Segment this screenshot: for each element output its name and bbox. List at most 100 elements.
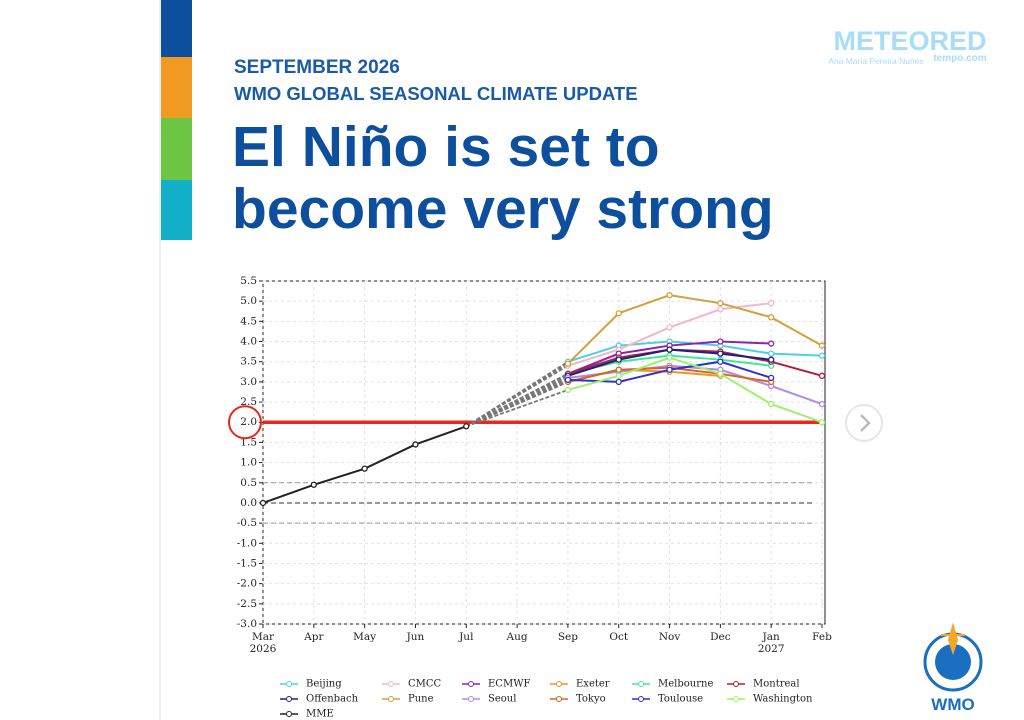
legend-label: Pune — [408, 694, 434, 705]
subtitle: WMO GLOBAL SEASONAL CLIMATE UPDATE — [234, 83, 638, 104]
y-tick-label: 3.5 — [240, 356, 257, 368]
legend-swatch — [733, 681, 739, 687]
x-tick-label: Oct — [609, 631, 628, 643]
point — [768, 400, 775, 408]
legend-label: Exeter — [576, 679, 610, 690]
x-tick-label: Jun — [406, 631, 425, 643]
point — [564, 360, 572, 367]
y-tick-label: 5.0 — [240, 295, 257, 307]
x-tick-label: Jul — [458, 631, 474, 643]
series-line — [567, 294, 823, 365]
point — [615, 356, 622, 363]
x-tick-label: Apr — [303, 631, 324, 643]
legend-label: Melbourne — [658, 679, 713, 690]
point — [412, 441, 419, 448]
legend-label: Seoul — [488, 694, 516, 705]
wmo-emblem — [923, 622, 983, 692]
point — [615, 378, 622, 386]
legend-label: Washington — [753, 694, 813, 705]
x-tick-label: Dec — [710, 631, 731, 643]
point — [717, 300, 724, 307]
x-tick-label: Feb — [812, 631, 832, 643]
point — [259, 499, 267, 507]
point — [717, 358, 724, 365]
y-tick-label: -1.0 — [237, 537, 257, 549]
legend-label: Toulouse — [658, 694, 703, 705]
title: become very strong — [232, 177, 774, 241]
y-tick-label: -3.0 — [237, 618, 257, 630]
legend-swatch — [733, 696, 739, 702]
kicker: SEPTEMBER 2026 — [234, 57, 400, 78]
title: El Niño is set to — [232, 115, 660, 179]
legend-label: Beijing — [306, 679, 342, 690]
color-bar — [161, 0, 192, 57]
org: WMO — [931, 695, 974, 714]
series-line — [567, 348, 823, 377]
legend-swatch — [388, 696, 394, 702]
point — [666, 366, 673, 373]
y-tick-label: 5.5 — [240, 275, 257, 287]
point — [768, 340, 775, 347]
y-tick-label: 0.0 — [240, 497, 257, 509]
legend-label: Offenbach — [306, 694, 359, 705]
connector — [465, 362, 569, 428]
y-tick-label: 1.5 — [240, 436, 257, 448]
y-tick-label: -0.5 — [237, 517, 257, 529]
point — [615, 366, 622, 373]
color-bar — [161, 57, 192, 118]
point — [768, 374, 775, 381]
point — [717, 338, 724, 345]
site: tempo.com — [933, 53, 986, 64]
point — [615, 310, 622, 317]
legend-label: MME — [306, 709, 334, 720]
point — [818, 400, 826, 408]
point — [361, 465, 368, 472]
legend-label: Montreal — [753, 679, 800, 690]
y-tick-label: -2.0 — [237, 578, 257, 590]
point — [768, 300, 775, 307]
y-tick-label: 2.5 — [240, 396, 257, 408]
legend-swatch — [286, 681, 292, 687]
legend-swatch — [638, 696, 644, 702]
plot-frame — [262, 280, 826, 625]
legend-label: CMCC — [408, 679, 442, 690]
y-tick-label: 3.0 — [240, 376, 257, 388]
legend-swatch — [286, 711, 292, 717]
logo: METEORED — [833, 26, 986, 56]
point — [666, 324, 673, 331]
y-tick-label: -2.5 — [237, 598, 257, 610]
legend-swatch — [556, 681, 562, 687]
y-tick-label: 1.0 — [240, 457, 257, 469]
color-bar — [161, 118, 192, 180]
author: Ana Maria Pereira Nunes — [828, 56, 923, 66]
point — [768, 314, 775, 321]
point — [818, 342, 826, 349]
point — [463, 423, 470, 430]
legend-swatch — [388, 681, 394, 687]
color-bar — [161, 180, 192, 240]
legend-swatch — [468, 696, 474, 702]
point — [717, 370, 724, 377]
x-tick-label: Mar 2026 — [250, 631, 277, 655]
y-tick-label: 2.0 — [240, 416, 257, 428]
point — [818, 419, 826, 426]
next-button[interactable] — [845, 404, 883, 442]
point — [818, 372, 826, 379]
point — [768, 356, 775, 363]
x-tick-label: May — [353, 631, 376, 643]
point — [818, 352, 826, 359]
legend-swatch — [638, 681, 644, 687]
x-tick-label: Nov — [659, 631, 681, 643]
legend-label: Tokyo — [576, 694, 606, 705]
point — [615, 372, 622, 379]
legend-swatch — [286, 696, 292, 702]
point — [717, 350, 724, 357]
x-tick-label: Jan 2027 — [758, 631, 785, 655]
x-tick-label: Aug — [506, 631, 528, 643]
legend-swatch — [468, 681, 474, 687]
y-tick-label: 0.5 — [240, 477, 257, 489]
next-arrow — [860, 414, 871, 432]
point — [666, 291, 673, 299]
threshold-highlight — [228, 405, 262, 440]
